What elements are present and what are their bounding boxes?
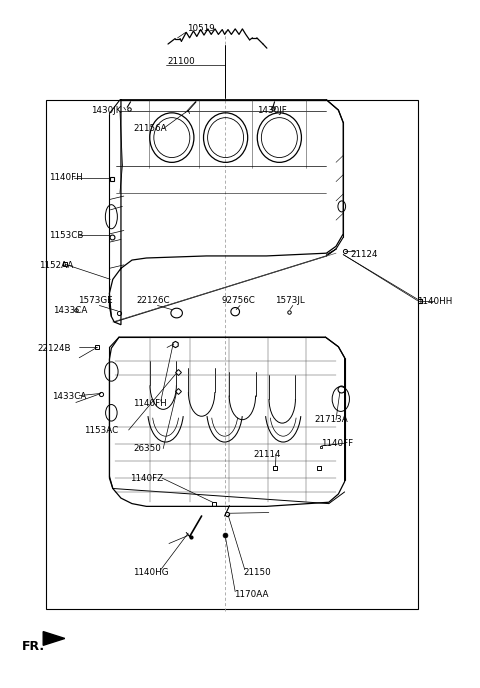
Text: 1433CA: 1433CA <box>52 391 86 401</box>
Text: 1140FF: 1140FF <box>321 438 353 448</box>
Polygon shape <box>43 632 65 645</box>
Text: 1153AC: 1153AC <box>84 426 118 436</box>
Text: 1140HH: 1140HH <box>417 297 452 306</box>
Text: 1573JL: 1573JL <box>275 296 304 305</box>
Text: 21150: 21150 <box>244 568 272 577</box>
Text: 1140FZ: 1140FZ <box>130 474 163 484</box>
Text: 92756C: 92756C <box>222 296 256 305</box>
Text: 22126C: 22126C <box>137 296 170 305</box>
Text: 1140FH: 1140FH <box>133 398 167 408</box>
Text: 1433CA: 1433CA <box>53 306 87 316</box>
Text: 21100: 21100 <box>167 56 195 66</box>
Bar <box>46 100 418 609</box>
Text: 1573GE: 1573GE <box>78 296 112 305</box>
Text: 21713A: 21713A <box>315 415 348 424</box>
Text: 22124B: 22124B <box>37 343 71 353</box>
Text: 21114: 21114 <box>253 449 281 459</box>
Text: 1140HG: 1140HG <box>133 568 169 577</box>
Text: 1140FH: 1140FH <box>49 173 83 182</box>
Text: 1153CB: 1153CB <box>49 231 84 241</box>
Text: FR.: FR. <box>22 641 45 653</box>
Text: 1170AA: 1170AA <box>234 590 269 599</box>
Text: 21156A: 21156A <box>133 124 167 133</box>
Text: 1152AA: 1152AA <box>39 261 74 270</box>
Text: 21124: 21124 <box>350 250 378 259</box>
Text: 1430JK: 1430JK <box>91 105 122 115</box>
Text: 26350: 26350 <box>133 444 161 453</box>
Text: 10519: 10519 <box>187 23 215 33</box>
Text: 1430JF: 1430JF <box>257 105 287 115</box>
